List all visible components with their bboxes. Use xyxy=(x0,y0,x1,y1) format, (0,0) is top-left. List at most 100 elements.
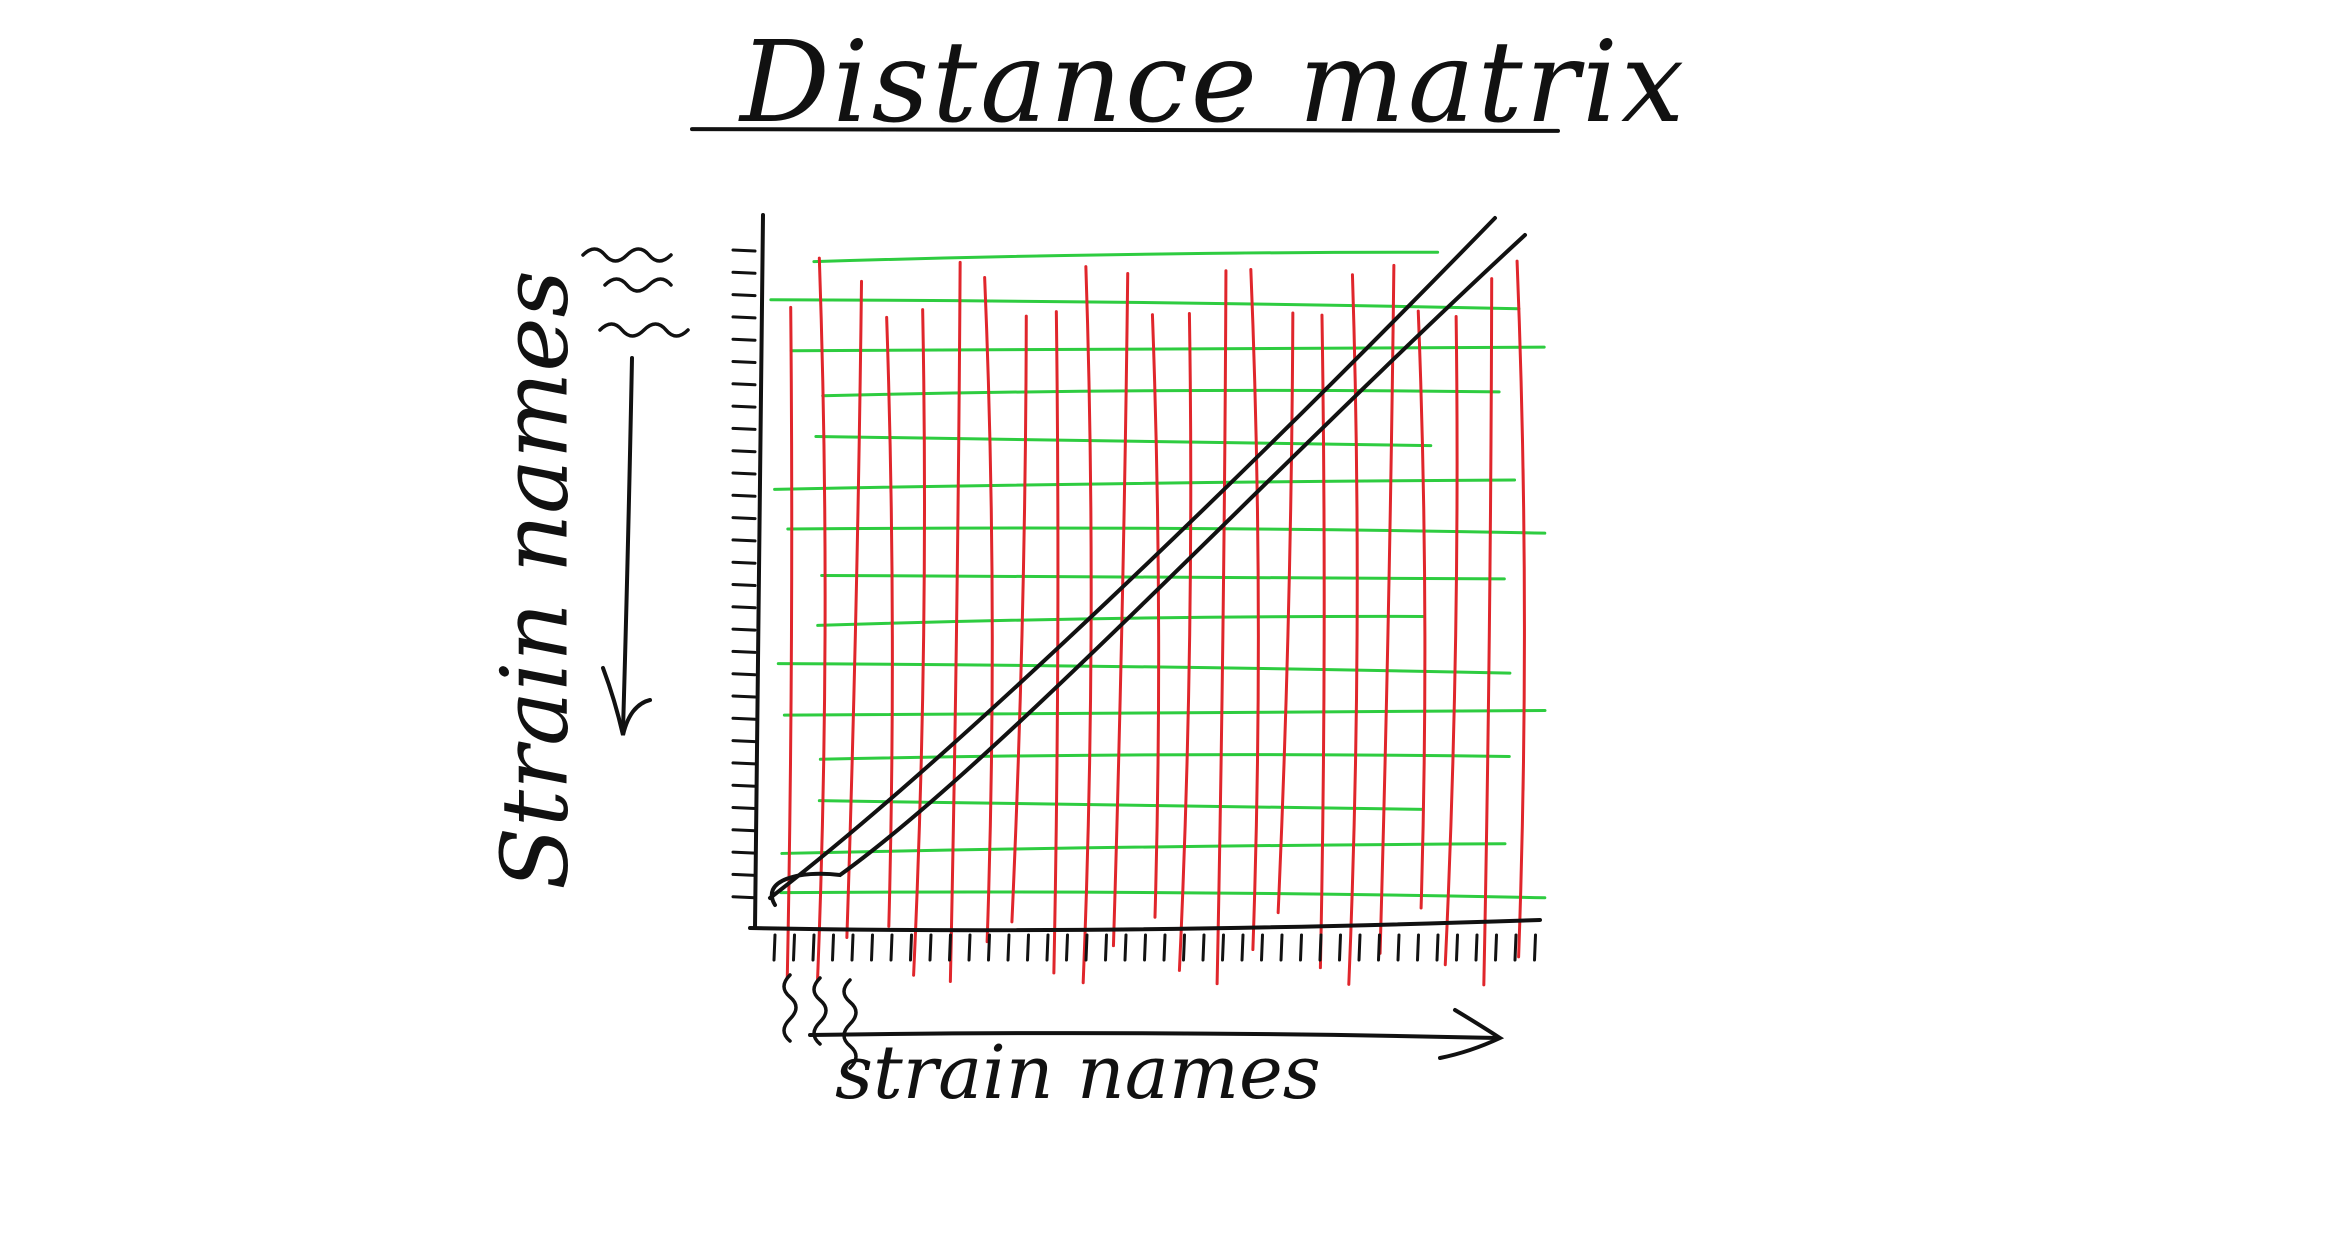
y-axis-tick xyxy=(731,872,757,877)
matrix-row-line xyxy=(779,890,1547,900)
y-axis-tick xyxy=(731,337,757,342)
y-axis-tick xyxy=(731,716,757,721)
x-axis-tick xyxy=(1494,933,1498,962)
y-axis-tick xyxy=(731,828,757,833)
matrix-column-line xyxy=(1276,311,1295,915)
matrix-row-line xyxy=(814,434,1433,448)
y-axis-tick xyxy=(731,583,757,587)
x-axis-tick xyxy=(850,933,855,962)
matrix-column-line xyxy=(1347,273,1359,986)
diagonal-line-upper xyxy=(768,216,1497,900)
matrix-column-line xyxy=(1482,277,1494,987)
x-axis-tick xyxy=(889,933,894,962)
x-axis-tick xyxy=(1279,933,1284,962)
matrix-column-line xyxy=(912,308,927,977)
x-axis-tick xyxy=(1104,933,1108,962)
y-axis-tick xyxy=(731,627,757,632)
diagram-title: Distance matrix xyxy=(740,18,1688,148)
x-axis-tick xyxy=(1182,933,1186,962)
x-axis-tick xyxy=(1396,933,1401,962)
matrix-row-line xyxy=(780,842,1507,855)
x-axis-tick xyxy=(948,933,952,962)
matrix-row-line xyxy=(786,526,1547,535)
matrix-row-line xyxy=(820,573,1506,581)
y-name-squiggles xyxy=(581,247,690,338)
matrix-column-line xyxy=(1010,314,1028,924)
matrix-row-line xyxy=(776,662,1512,675)
y-axis-tick xyxy=(731,315,757,320)
x-axis-tick xyxy=(1240,933,1245,962)
x-axis-tick xyxy=(1318,933,1323,962)
y-axis-line xyxy=(753,213,765,930)
matrix-row-lines xyxy=(769,250,1547,900)
matrix-column-line xyxy=(1249,267,1260,952)
x-axis-tick xyxy=(1435,933,1440,962)
x-axis-ticks xyxy=(772,933,1537,962)
x-axis-tick xyxy=(909,933,913,962)
y-axis-tick xyxy=(731,739,757,744)
y-axis-tick xyxy=(731,516,757,521)
x-axis-tick xyxy=(792,933,796,962)
matrix-column-line xyxy=(1515,259,1526,959)
x-axis-tick xyxy=(1006,933,1011,962)
matrix-axes xyxy=(748,213,1542,933)
y-axis-tick xyxy=(731,471,757,476)
y-axis-ticks xyxy=(731,248,757,900)
diagonal-lines xyxy=(768,216,1527,907)
matrix-column-line xyxy=(1443,315,1459,967)
x-direction-arrow xyxy=(808,1008,1505,1060)
matrix-column-line xyxy=(1150,313,1161,919)
matrix-row-line xyxy=(769,298,1521,311)
matrix-row-line xyxy=(818,753,1511,761)
matrix-row-line xyxy=(789,345,1546,353)
x-axis-tick xyxy=(1084,933,1089,962)
x-axis-tick xyxy=(1065,933,1069,962)
y-axis-tick xyxy=(731,270,757,275)
matrix-column-line xyxy=(885,315,894,928)
x-axis-tick xyxy=(772,933,777,962)
matrix-row-line xyxy=(821,388,1501,398)
matrix-column-line xyxy=(1052,310,1060,975)
x-axis-tick xyxy=(1357,933,1362,962)
matrix-column-line xyxy=(1177,312,1193,972)
matrix-column-line xyxy=(983,276,994,944)
matrix-column-line xyxy=(1318,313,1326,970)
x-axis-tick xyxy=(928,933,933,962)
diagonal-line-lower xyxy=(769,233,1527,907)
x-axis-tick xyxy=(811,933,816,962)
x-axis-tick xyxy=(1045,933,1050,962)
y-axis-tick xyxy=(731,493,757,498)
x-axis-tick xyxy=(870,933,874,962)
y-axis-tick xyxy=(731,895,757,900)
y-axis-tick xyxy=(731,850,757,855)
x-axis-line xyxy=(748,918,1542,933)
y-axis-tick xyxy=(731,426,757,431)
x-axis-tick xyxy=(1338,933,1342,962)
y-axis-tick xyxy=(731,761,757,766)
matrix-row-line xyxy=(812,250,1440,264)
matrix-column-line xyxy=(816,256,827,982)
x-axis-tick xyxy=(1416,933,1420,962)
y-axis-tick xyxy=(731,449,757,454)
matrix-row-line xyxy=(773,478,1517,491)
matrix-column-line xyxy=(1081,265,1093,985)
matrix-column-line xyxy=(1215,269,1228,986)
matrix-column-lines xyxy=(785,256,1526,987)
x-axis-tick xyxy=(1377,933,1381,962)
y-axis-tick xyxy=(731,806,757,810)
y-direction-arrow xyxy=(601,356,652,736)
matrix-row-line xyxy=(817,799,1425,811)
y-axis-tick xyxy=(731,538,757,543)
y-axis-tick xyxy=(731,293,757,298)
x-axis-tick xyxy=(967,933,972,962)
x-axis-tick xyxy=(987,933,991,962)
x-axis-tick xyxy=(1201,933,1206,962)
y-axis-tick xyxy=(731,248,757,253)
x-axis-tick xyxy=(1513,933,1518,962)
x-axis-tick xyxy=(1474,933,1479,962)
x-axis-tick xyxy=(831,933,835,962)
x-axis-tick xyxy=(1143,933,1147,962)
x-axis-tick xyxy=(1533,933,1537,962)
x-axis-tick xyxy=(1026,933,1030,962)
